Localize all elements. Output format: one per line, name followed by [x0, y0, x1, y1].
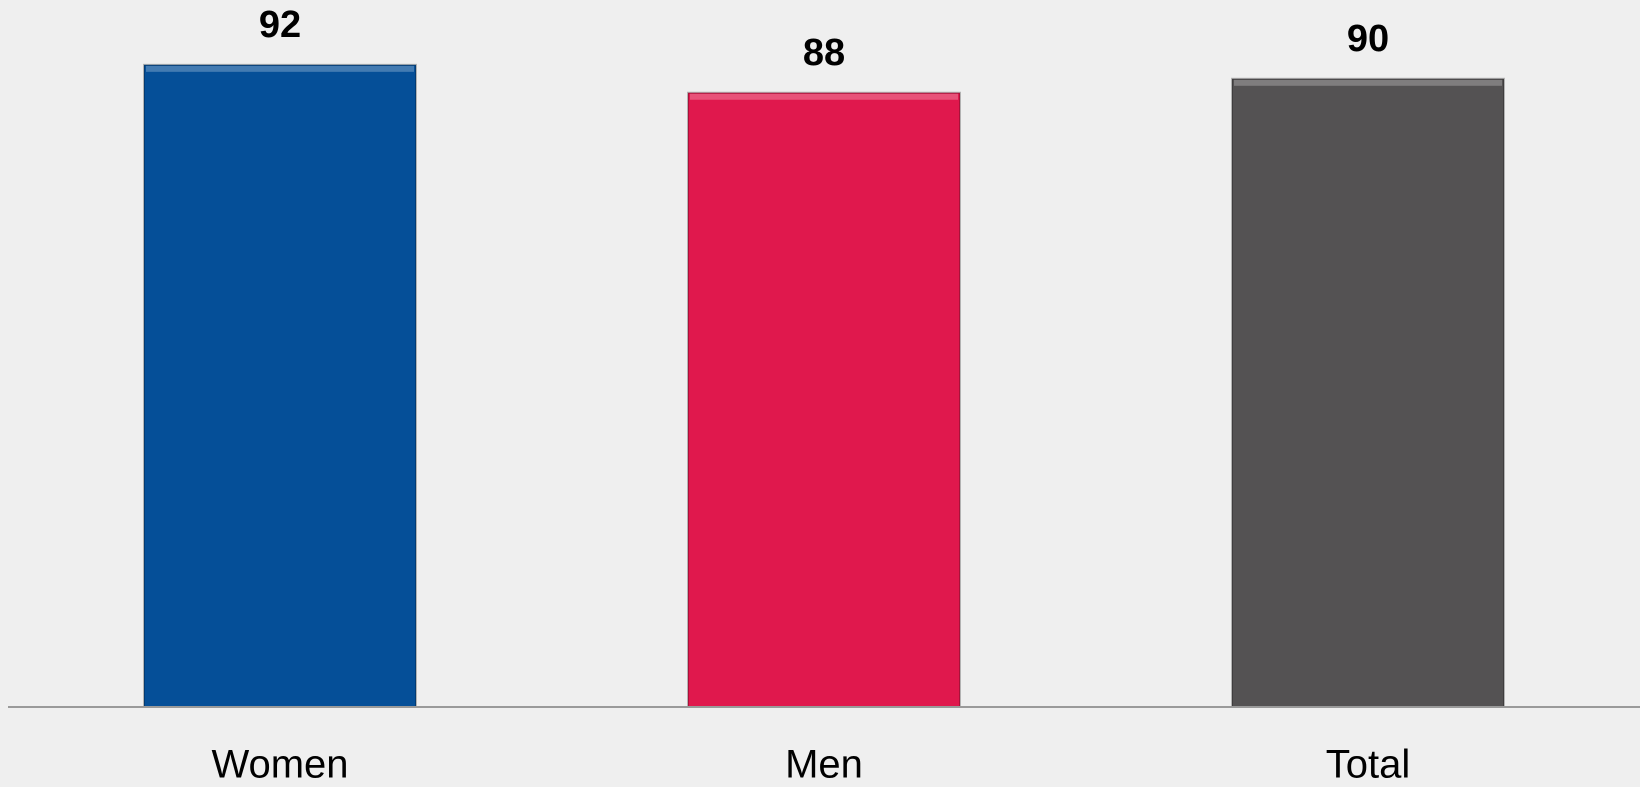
bar-highlight: [690, 93, 958, 100]
bar: [143, 63, 417, 708]
value-label: 88: [803, 32, 845, 74]
value-label: 92: [259, 4, 301, 46]
bar-highlight: [146, 65, 414, 72]
bar: [1231, 77, 1505, 709]
x-tick-label: Total: [1326, 743, 1411, 787]
x-tick-label: Men: [785, 743, 863, 787]
bar-highlight: [1234, 79, 1502, 86]
value-label: 90: [1347, 18, 1389, 60]
bar: [687, 91, 961, 708]
x-tick-label: Women: [211, 743, 348, 787]
